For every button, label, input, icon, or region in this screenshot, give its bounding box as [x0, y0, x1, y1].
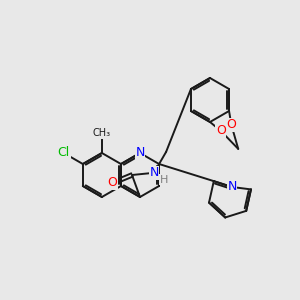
- Text: Cl: Cl: [58, 146, 70, 160]
- Text: N: N: [149, 166, 159, 179]
- Text: O: O: [226, 118, 236, 131]
- Text: N: N: [227, 181, 237, 194]
- Text: CH₃: CH₃: [93, 128, 111, 138]
- Text: O: O: [107, 176, 117, 189]
- Text: N: N: [135, 146, 145, 160]
- Text: O: O: [216, 124, 226, 137]
- Text: H: H: [160, 175, 168, 185]
